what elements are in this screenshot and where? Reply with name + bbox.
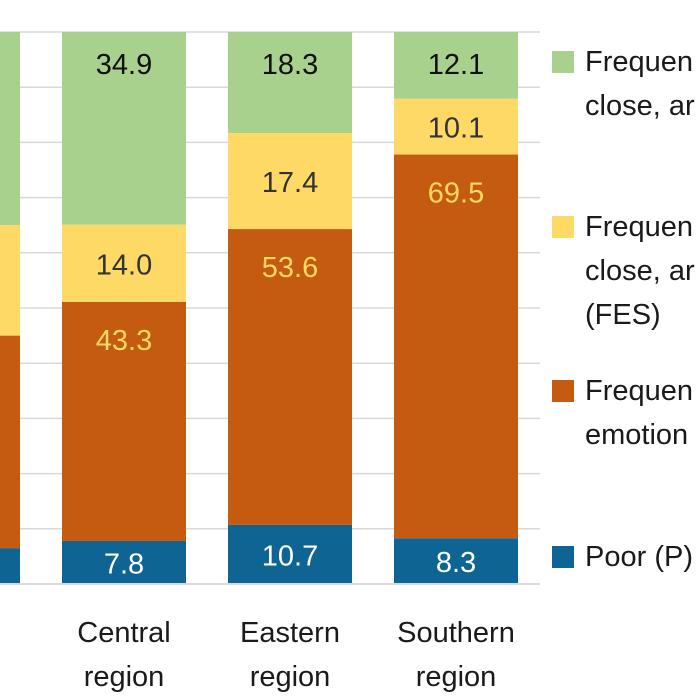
legend-label-fe: Frequen emotion	[585, 375, 694, 451]
data-label: 18.3	[262, 49, 318, 81]
legend-swatch-p	[552, 546, 574, 568]
bar-segment-fe	[62, 301, 186, 541]
bar-stacks	[0, 32, 518, 584]
x-tick-label: Southern	[397, 617, 515, 649]
bar-segment-fes	[228, 133, 352, 230]
bar-segment-fes	[0, 225, 20, 336]
x-tick-label: region	[84, 661, 165, 693]
bar-segment-fe	[394, 154, 518, 539]
x-tick-label: region	[250, 661, 331, 693]
legend-swatch-fe	[552, 380, 574, 402]
bar-segment-fec	[228, 32, 352, 134]
bar-segment-fec	[0, 32, 20, 226]
data-label: 34.9	[96, 49, 152, 81]
bar-segment-fes	[394, 98, 518, 155]
data-label: 43.3	[96, 325, 152, 357]
data-label: 69.5	[428, 178, 484, 210]
legend: Frequen close, ar Frequen close, ar (FES) F…	[552, 0, 700, 700]
data-label: 53.6	[262, 252, 318, 284]
data-label: 10.7	[262, 540, 318, 572]
legend-label-p: Poor (P)	[585, 541, 693, 573]
data-label: 7.8	[104, 548, 144, 580]
bar-segment-fes	[62, 224, 186, 302]
x-tick-labels: rnnCentralregionEasternregionSouthernreg…	[77, 617, 515, 693]
legend-swatch-fes	[552, 216, 574, 238]
bar-segment-p	[228, 524, 352, 584]
data-label: 14.0	[96, 249, 152, 281]
data-label: 12.1	[428, 49, 484, 81]
data-label: 17.4	[262, 167, 318, 199]
bar-segment-p	[0, 548, 20, 584]
legend-label-fec: Frequen close, ar	[585, 46, 695, 122]
bar-segment-p	[394, 538, 518, 584]
bar-segment-fe	[228, 229, 352, 525]
data-label: 8.3	[436, 547, 476, 579]
legend-label-fes: Frequen close, ar (FES)	[585, 211, 695, 331]
x-tick-label: Eastern	[240, 617, 340, 649]
legend-swatch-fec	[552, 51, 574, 73]
bar-segment-p	[62, 540, 186, 584]
bar-segment-fe	[0, 335, 20, 549]
x-tick-label: Central	[77, 617, 171, 649]
bar-segment-fec	[62, 32, 186, 225]
data-label: 10.1	[428, 113, 484, 145]
x-tick-label: region	[416, 661, 497, 693]
bar-segment-fec	[394, 32, 518, 99]
data-labels: 7.8 43.3 14.0 34.9 10.7 53.6 17.4 18.3 8.3 69.5 10…	[96, 49, 484, 580]
